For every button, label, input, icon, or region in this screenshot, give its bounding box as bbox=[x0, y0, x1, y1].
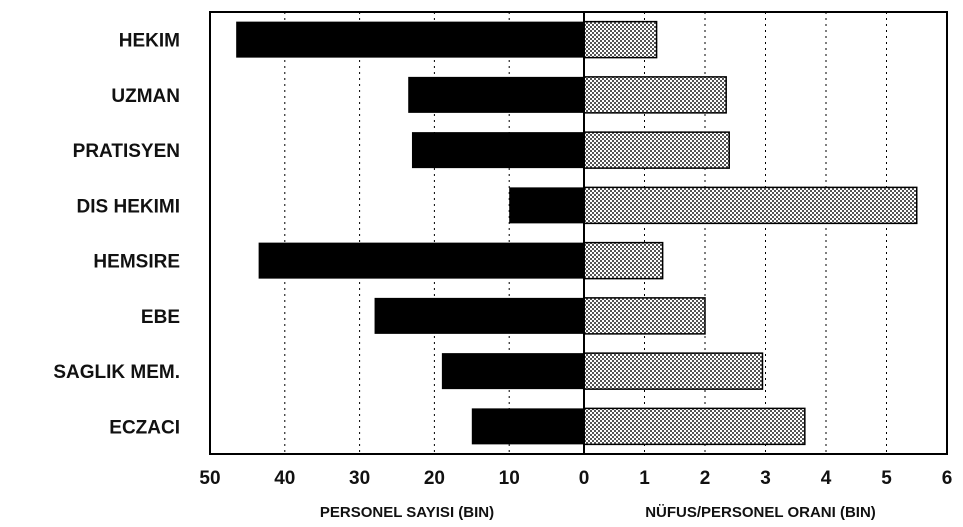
x-tick-label-right: 3 bbox=[760, 468, 771, 489]
bar-oran-5 bbox=[583, 241, 664, 280]
plot-frame bbox=[209, 11, 948, 455]
category-label: UZMAN bbox=[111, 86, 180, 107]
x-tick-label-left: 50 bbox=[199, 468, 220, 489]
category-label: HEMSIRE bbox=[93, 252, 180, 273]
bar-personel-6 bbox=[374, 297, 584, 334]
category-label: SAGLIK MEM. bbox=[53, 362, 180, 383]
x-tick-label-right: 1 bbox=[639, 468, 650, 489]
bar-personel-7 bbox=[441, 353, 584, 390]
x-tick-label-left: 10 bbox=[499, 468, 520, 489]
bar-oran-1 bbox=[583, 20, 658, 59]
category-label: ECZACI bbox=[109, 417, 180, 438]
x-tick-label-right: 5 bbox=[881, 468, 892, 489]
bar-oran-4 bbox=[583, 186, 918, 225]
bar-personel-4 bbox=[509, 187, 584, 224]
bar-oran-7 bbox=[583, 352, 764, 390]
left-axis-title: PERSONEL SAYISI (BIN) bbox=[320, 504, 494, 521]
x-tick-label-left: 40 bbox=[274, 468, 295, 489]
x-tick-label-left: 30 bbox=[349, 468, 370, 489]
bar-personel-2 bbox=[408, 76, 584, 113]
x-tick-label-left: 20 bbox=[424, 468, 445, 489]
category-label: HEKIM bbox=[119, 31, 180, 52]
x-tick-label-right: 2 bbox=[700, 468, 711, 489]
x-tick-label-right: 4 bbox=[821, 468, 832, 489]
bar-oran-2 bbox=[583, 76, 727, 114]
bar-personel-3 bbox=[411, 132, 584, 169]
bar-oran-3 bbox=[583, 131, 730, 169]
category-label: EBE bbox=[141, 307, 180, 328]
x-tick-label-right: 6 bbox=[942, 468, 953, 489]
bar-oran-6 bbox=[583, 297, 706, 335]
x-tick-label-right: 0 bbox=[579, 468, 590, 489]
category-label: DIS HEKIMI bbox=[77, 196, 180, 217]
right-axis-title: NÜFUS/PERSONEL ORANI (BIN) bbox=[645, 504, 876, 521]
category-label: PRATISYEN bbox=[73, 141, 180, 162]
bar-personel-8 bbox=[471, 408, 584, 445]
bar-personel-1 bbox=[236, 21, 584, 58]
bar-oran-8 bbox=[583, 407, 806, 446]
bar-personel-5 bbox=[258, 242, 584, 279]
